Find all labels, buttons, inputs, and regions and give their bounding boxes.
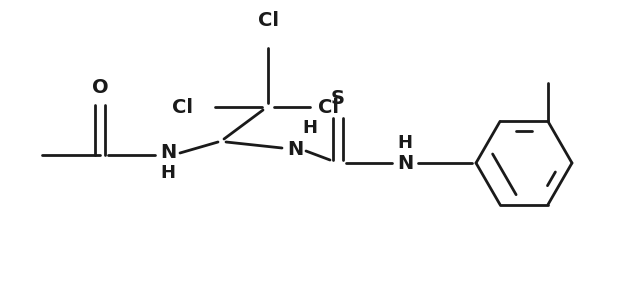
Text: O: O (92, 78, 108, 97)
Text: N: N (397, 153, 413, 172)
Text: S: S (331, 89, 345, 108)
Text: H: H (397, 134, 413, 152)
Text: Cl: Cl (172, 97, 193, 116)
Text: Cl: Cl (257, 11, 278, 30)
Text: N: N (160, 143, 176, 162)
Text: N: N (287, 139, 303, 158)
Text: H: H (303, 119, 317, 137)
Text: Cl: Cl (318, 97, 339, 116)
Text: H: H (161, 164, 175, 182)
